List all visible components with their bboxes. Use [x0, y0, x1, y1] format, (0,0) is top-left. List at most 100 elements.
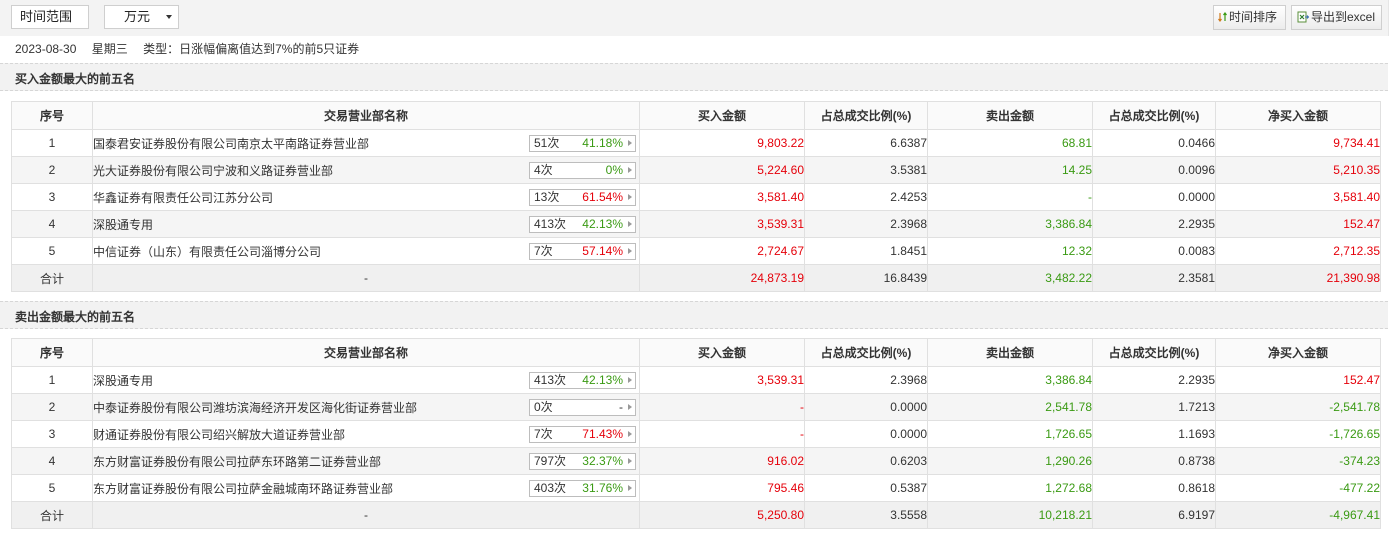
buy-amount: 795.46 [639, 474, 805, 502]
buy-section-title: 买入金额最大的前五名 [15, 72, 136, 86]
net-buy-amount: 3,581.40 [1215, 183, 1381, 211]
branch-name[interactable]: 财通证券股份有限公司绍兴解放大道证券营业部 [93, 427, 346, 442]
sell-amount: 1,272.68 [927, 474, 1093, 502]
net-buy-amount: 9,734.41 [1215, 129, 1381, 157]
sort-icon [1218, 11, 1227, 22]
column-header: 占总成交比例(%) [804, 338, 928, 367]
branch-name-cell: 国泰君安证券股份有限公司南京太平南路证券营业部 51次 41.18% [92, 129, 640, 157]
row-index: 2 [11, 393, 93, 421]
sell-ratio: 0.0466 [1092, 129, 1216, 157]
total-buy-ratio: 16.8439 [804, 264, 928, 292]
appearance-count: 4次 [534, 163, 553, 177]
branch-name[interactable]: 华鑫证券有限责任公司江苏分公司 [93, 190, 274, 205]
total-net-buy-amount: 21,390.98 [1215, 264, 1381, 292]
sell-amount: - [927, 183, 1093, 211]
success-rate: - [619, 400, 623, 414]
sell-top5-table: 序号 交易营业部名称 买入金额 占总成交比例(%) 卖出金额 占总成交比例(%) 净买入金额… [11, 338, 1381, 529]
row-index: 3 [11, 183, 93, 211]
sell-ratio: 0.0083 [1092, 237, 1216, 265]
excel-export-icon [1297, 11, 1309, 23]
column-header: 买入金额 [639, 338, 805, 367]
row-index: 1 [11, 129, 93, 157]
trade-date: 2023-08-30 [15, 42, 77, 56]
branch-name[interactable]: 深股通专用 [93, 373, 154, 388]
branch-stats-badge[interactable]: 7次 71.43% [529, 426, 636, 443]
success-rate: 42.13% [582, 373, 623, 387]
branch-stats-badge[interactable]: 4次 0% [529, 162, 636, 179]
success-rate: 57.14% [582, 244, 623, 258]
buy-amount: 916.02 [639, 447, 805, 475]
table-row: 2 光大证券股份有限公司宁波和义路证券营业部 4次 0% 5,224.60 3.5381 1… [11, 156, 1381, 184]
time-sort-button[interactable]: 时间排序 [1213, 5, 1286, 30]
unit-select-value: 万元 [124, 9, 151, 24]
appearance-count: 413次 [534, 217, 567, 231]
column-header: 买入金额 [639, 101, 805, 130]
info-line: 2023-08-30 星期三 类型：日涨幅偏离值达到7%的前5只证券 [15, 36, 371, 62]
total-buy-amount: 5,250.80 [639, 501, 805, 529]
buy-amount: 3,581.40 [639, 183, 805, 211]
branch-name-cell: 深股通专用 413次 42.13% [92, 210, 640, 238]
branch-name-cell: 中泰证券股份有限公司潍坊滨海经济开发区海化街证券营业部 0次 - [92, 393, 640, 421]
branch-name-cell: 光大证券股份有限公司宁波和义路证券营业部 4次 0% [92, 156, 640, 184]
branch-name-cell: 华鑫证券有限责任公司江苏分公司 13次 61.54% [92, 183, 640, 211]
column-header: 卖出金额 [927, 338, 1093, 367]
buy-amount: 3,539.31 [639, 210, 805, 238]
branch-stats-badge[interactable]: 7次 57.14% [529, 243, 636, 260]
caret-right-icon [628, 194, 632, 200]
success-rate: 0% [605, 163, 623, 177]
buy-amount: 5,224.60 [639, 156, 805, 184]
success-rate: 31.76% [582, 481, 623, 495]
branch-name[interactable]: 东方财富证券股份有限公司拉萨东环路第二证券营业部 [93, 454, 382, 469]
branch-stats-badge[interactable]: 413次 42.13% [529, 216, 636, 233]
column-header: 卖出金额 [927, 101, 1093, 130]
total-row: 合计 -5,250.80 3.5558 10,218.21 6.9197 -4,967.4… [11, 501, 1381, 529]
export-excel-button[interactable]: 导出到excel [1291, 5, 1382, 30]
sell-amount: 3,386.84 [927, 366, 1093, 394]
total-row: 合计 -24,873.19 16.8439 3,482.22 2.3581 21,390.… [11, 264, 1381, 292]
total-sell-amount: 10,218.21 [927, 501, 1093, 529]
sell-section-header: 卖出金额最大的前五名 [0, 301, 1388, 329]
table-header-row: 序号 交易营业部名称 买入金额 占总成交比例(%) 卖出金额 占总成交比例(%) 净买入金额 [11, 338, 1381, 367]
branch-stats-badge[interactable]: 403次 31.76% [529, 480, 636, 497]
branch-stats-badge[interactable]: 51次 41.18% [529, 135, 636, 152]
branch-stats-badge[interactable]: 0次 - [529, 399, 636, 416]
sell-amount: 68.81 [927, 129, 1093, 157]
net-buy-amount: 152.47 [1215, 210, 1381, 238]
export-excel-label: 导出到excel [1311, 10, 1376, 24]
buy-ratio: 2.3968 [804, 366, 928, 394]
table-header-row: 序号 交易营业部名称 买入金额 占总成交比例(%) 卖出金额 占总成交比例(%) 净买入金额 [11, 101, 1381, 130]
total-buy-ratio: 3.5558 [804, 501, 928, 529]
net-buy-amount: -374.23 [1215, 447, 1381, 475]
table-row: 4 东方财富证券股份有限公司拉萨东环路第二证券营业部 797次 32.37% 916.0… [11, 447, 1381, 475]
row-index: 4 [11, 210, 93, 238]
branch-stats-badge[interactable]: 13次 61.54% [529, 189, 636, 206]
table-row: 4 深股通专用 413次 42.13% 3,539.31 2.3968 3,386.84 2.… [11, 210, 1381, 238]
branch-name[interactable]: 中信证券（山东）有限责任公司淄博分公司 [93, 244, 322, 259]
branch-stats-badge[interactable]: 797次 32.37% [529, 453, 636, 470]
branch-name[interactable]: 光大证券股份有限公司宁波和义路证券营业部 [93, 163, 334, 178]
table-row: 1 国泰君安证券股份有限公司南京太平南路证券营业部 51次 41.18% 9,803.2… [11, 129, 1381, 157]
buy-amount: - [639, 393, 805, 421]
total-sell-ratio: 2.3581 [1092, 264, 1216, 292]
unit-select[interactable]: 万元 [104, 5, 179, 29]
branch-name[interactable]: 国泰君安证券股份有限公司南京太平南路证券营业部 [93, 136, 370, 151]
caret-right-icon [628, 140, 632, 146]
branch-name[interactable]: 中泰证券股份有限公司潍坊滨海经济开发区海化街证券营业部 [93, 400, 418, 415]
branch-name[interactable]: 深股通专用 [93, 217, 154, 232]
buy-amount: 3,539.31 [639, 366, 805, 394]
sell-section-title: 卖出金额最大的前五名 [15, 310, 136, 324]
buy-top5-table: 序号 交易营业部名称 买入金额 占总成交比例(%) 卖出金额 占总成交比例(%) 净买入金额… [11, 101, 1381, 292]
column-header: 占总成交比例(%) [804, 101, 928, 130]
branch-stats-badge[interactable]: 413次 42.13% [529, 372, 636, 389]
total-name: - [92, 501, 640, 529]
column-header: 序号 [11, 101, 93, 130]
appearance-count: 13次 [534, 190, 560, 204]
time-sort-label: 时间排序 [1229, 10, 1278, 24]
appearance-count: 413次 [534, 373, 567, 387]
row-index: 5 [11, 474, 93, 502]
branch-name[interactable]: 东方财富证券股份有限公司拉萨金融城南环路证券营业部 [93, 481, 394, 496]
net-buy-amount: -1,726.65 [1215, 420, 1381, 448]
time-range-select[interactable]: 时间范围 [11, 5, 89, 29]
branch-name-cell: 东方财富证券股份有限公司拉萨东环路第二证券营业部 797次 32.37% [92, 447, 640, 475]
appearance-count: 7次 [534, 244, 553, 258]
